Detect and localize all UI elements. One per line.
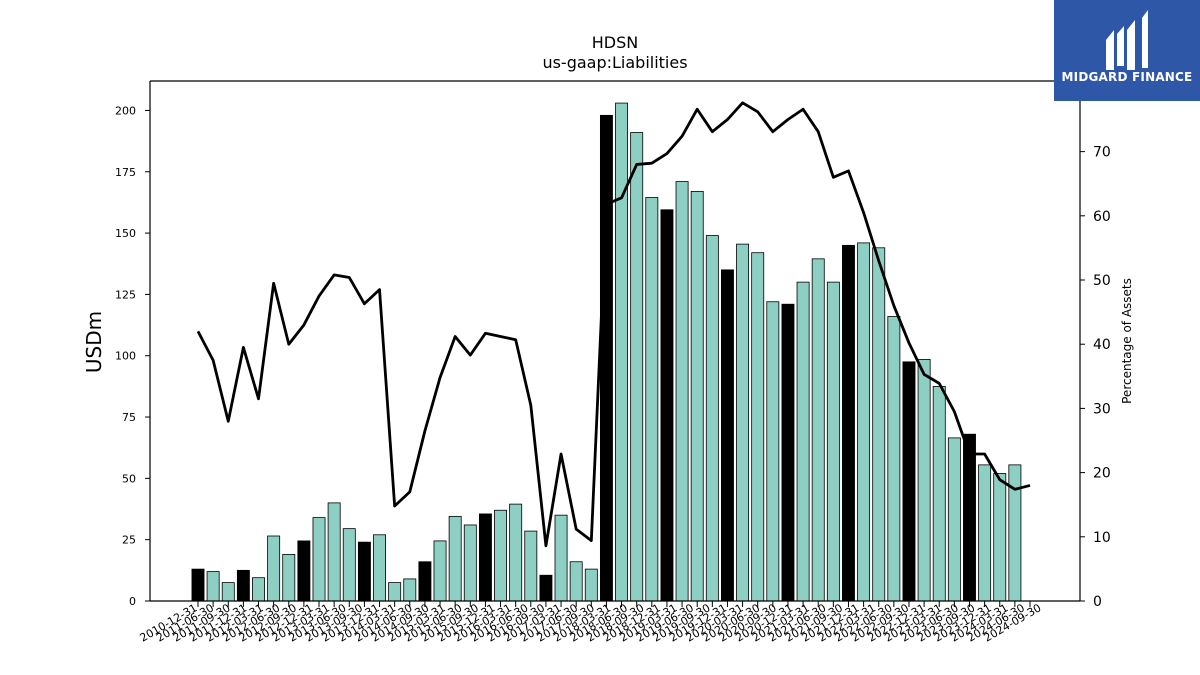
bar <box>751 252 765 602</box>
y2-tick-label: 10 <box>1093 530 1111 546</box>
line-series <box>196 101 1031 548</box>
bar <box>221 582 235 602</box>
bar <box>494 509 507 602</box>
bar <box>282 553 296 602</box>
left-axis: 0 25 50 75 100 125 150 175 200 <box>115 104 150 608</box>
bar <box>796 281 810 602</box>
bar <box>206 571 220 602</box>
bar <box>872 247 886 602</box>
bar <box>993 473 1007 602</box>
bar <box>463 524 477 602</box>
bar <box>660 209 674 602</box>
bar <box>433 540 447 602</box>
x-axis: 2010-12-312011-06-302011-09-302011-12-31… <box>138 601 1044 645</box>
y2-tick-label: 20 <box>1093 466 1111 482</box>
bar <box>388 582 402 602</box>
bar <box>236 569 250 602</box>
y2-tick-label: 60 <box>1093 209 1111 225</box>
y-tick-label: 50 <box>122 472 136 485</box>
bar <box>902 361 916 602</box>
bar <box>342 528 356 602</box>
bar <box>690 190 704 602</box>
y-tick-label: 25 <box>122 534 136 547</box>
bar <box>478 513 492 602</box>
bar <box>599 114 613 602</box>
y-tick-label: 125 <box>115 288 136 301</box>
bar <box>267 535 281 602</box>
bar <box>539 574 553 602</box>
bar <box>887 316 901 602</box>
bar <box>524 530 538 602</box>
y-axis-label: USDm <box>82 311 106 373</box>
chart-title: HDSN <box>592 33 638 52</box>
bar <box>645 197 659 602</box>
y2-axis-label: Percentage of Assets <box>1120 278 1134 404</box>
y2-tick-label: 30 <box>1093 401 1111 417</box>
y-tick-label: 100 <box>115 350 136 363</box>
bar <box>842 244 855 602</box>
y2-tick-label: 50 <box>1093 273 1111 289</box>
bar <box>569 561 583 602</box>
bar <box>932 385 946 602</box>
bar <box>811 258 825 602</box>
y2-tick-label: 40 <box>1093 337 1111 353</box>
y-tick-label: 200 <box>115 104 136 117</box>
bar <box>963 433 976 602</box>
bar <box>736 243 750 602</box>
brand-mark-icon <box>1106 10 1148 70</box>
chart-subtitle: us-gaap:Liabilities <box>542 53 687 72</box>
y-tick-label: 150 <box>115 227 136 240</box>
bar <box>448 515 462 602</box>
bar <box>705 235 719 602</box>
bar <box>191 568 205 602</box>
y2-tick-label: 0 <box>1093 594 1102 610</box>
y-tick-label: 0 <box>129 595 136 608</box>
y2-tick-label: 70 <box>1093 145 1111 161</box>
y-tick-label: 75 <box>122 411 136 424</box>
line-path <box>196 101 1031 548</box>
bar <box>509 503 523 602</box>
bar <box>327 502 341 602</box>
bar <box>721 269 734 602</box>
bar <box>252 577 265 602</box>
bar <box>978 464 992 602</box>
brand-logo: MIDGARD FINANCE <box>1054 0 1200 101</box>
bar <box>584 568 598 602</box>
bar <box>917 358 931 602</box>
bar <box>947 437 961 602</box>
bar-series <box>191 102 1022 602</box>
bar <box>615 102 629 602</box>
bar <box>781 303 795 602</box>
bar <box>357 541 371 602</box>
bar <box>857 242 871 602</box>
bar <box>297 540 311 602</box>
right-axis: 0 10 20 30 40 50 60 70 <box>1080 145 1111 610</box>
bar <box>403 578 417 602</box>
bar <box>766 301 780 602</box>
bar <box>373 534 386 602</box>
bar <box>630 132 644 602</box>
bar <box>554 514 568 602</box>
brand-name: MIDGARD FINANCE <box>1061 70 1193 84</box>
bar <box>418 561 432 602</box>
y-tick-label: 175 <box>115 166 136 179</box>
bar <box>826 281 840 602</box>
bar <box>675 181 689 602</box>
bar <box>312 517 326 602</box>
